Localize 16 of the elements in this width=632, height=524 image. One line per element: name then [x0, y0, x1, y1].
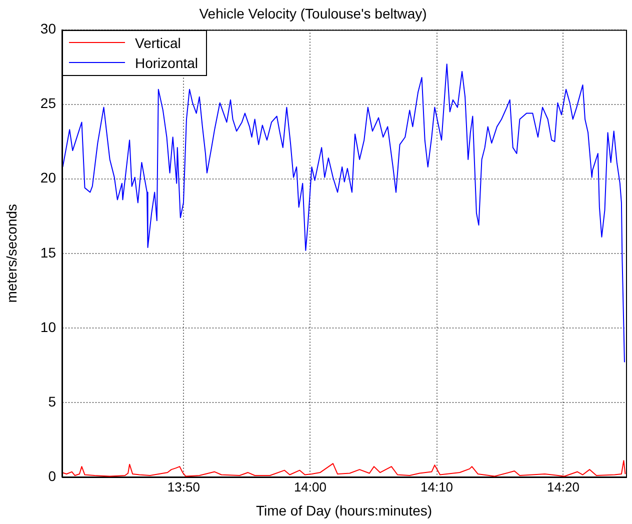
chart-title: Vehicle Velocity (Toulouse's beltway)	[199, 5, 427, 22]
x-axis-title: Time of Day (hours:minutes)	[256, 502, 432, 518]
y-tick-label: 30	[40, 20, 56, 37]
x-tick-label: 14:20	[546, 479, 580, 494]
x-tick-label: 14:00	[294, 479, 326, 494]
y-tick-label: 15	[40, 244, 56, 260]
y-tick-label: 5	[48, 393, 56, 410]
x-tick-label: 13:50	[167, 479, 200, 494]
y-tick-label: 0	[48, 468, 56, 484]
legend-label: Horizontal	[135, 54, 198, 73]
x-tick-label: 14:10	[420, 479, 454, 494]
y-tick-label: 20	[40, 170, 56, 186]
legend-label: Vertical	[135, 34, 181, 53]
y-tick-label: 25	[40, 95, 56, 112]
y-axis-title: meters/seconds	[3, 204, 20, 303]
y-tick-label: 10	[40, 318, 56, 335]
